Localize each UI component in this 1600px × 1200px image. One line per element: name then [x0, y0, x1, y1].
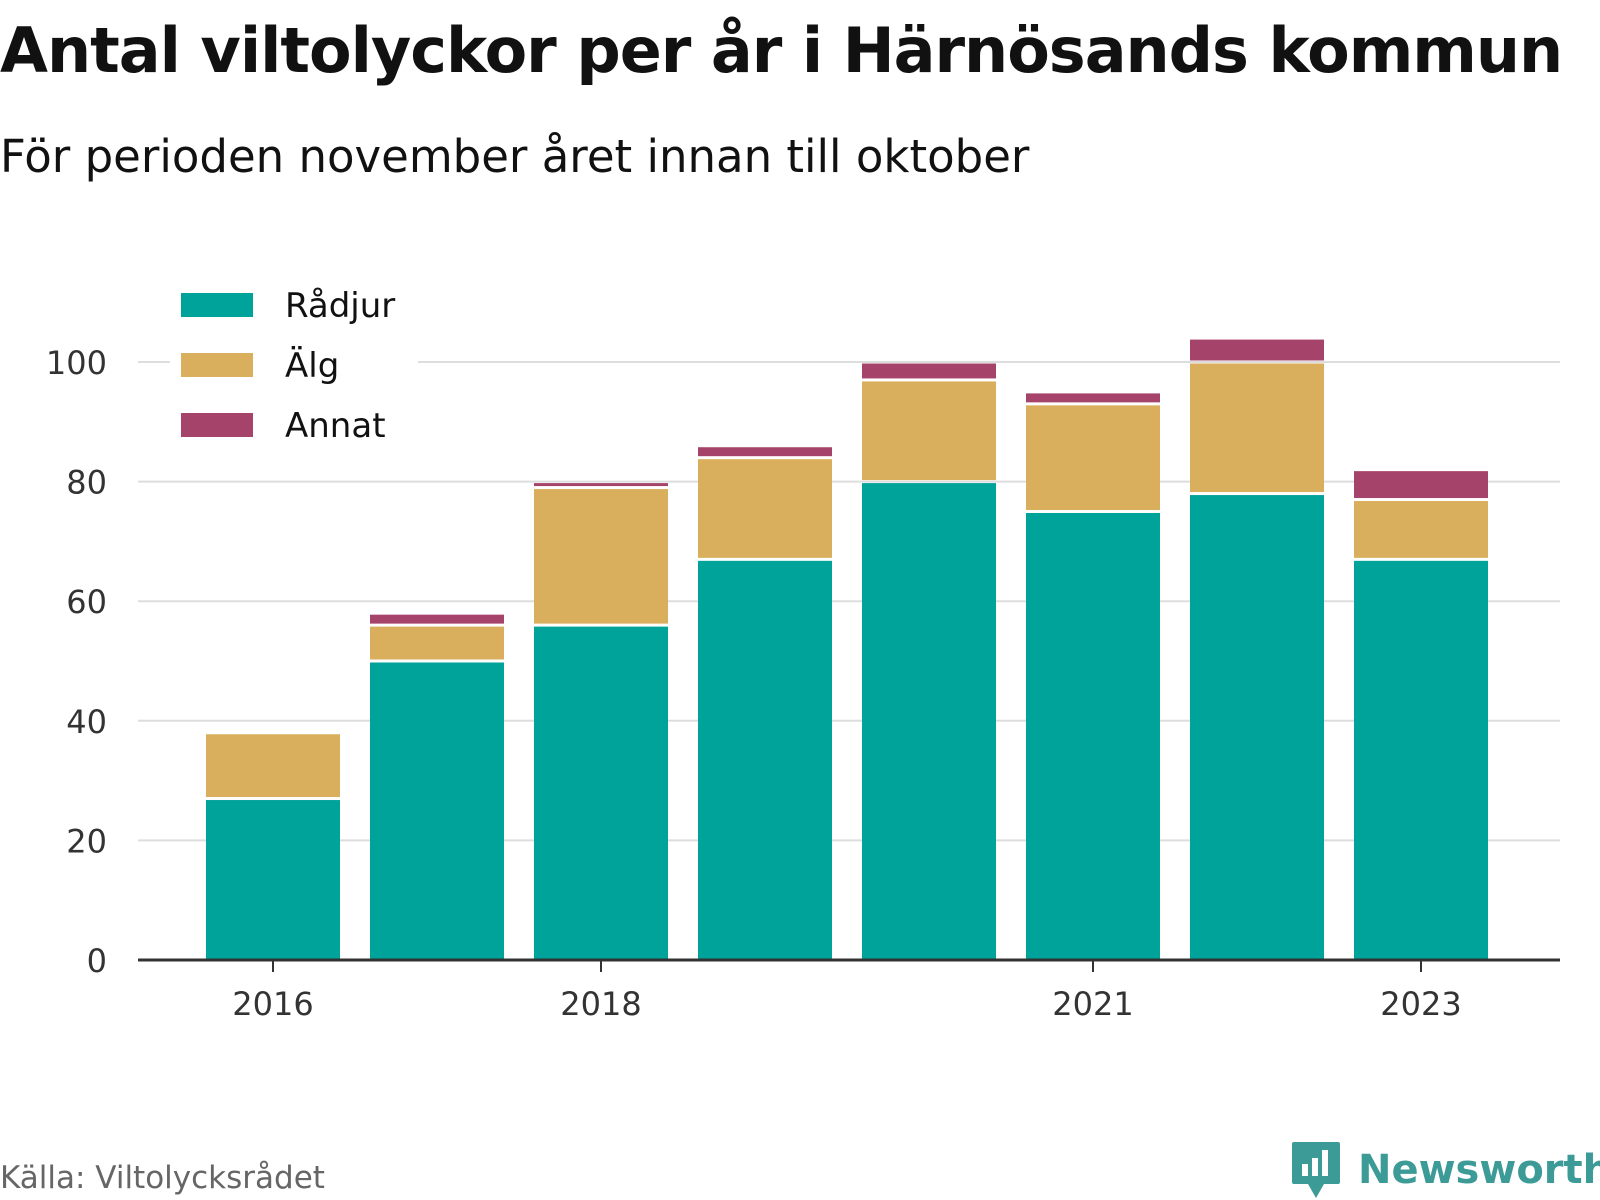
x-axis: 2016 2018 2021 2023	[138, 958, 1560, 1023]
bar-segment	[1190, 363, 1324, 493]
newsworthy-logo-icon	[1292, 1142, 1340, 1198]
bar-segment	[1026, 393, 1160, 403]
source-note: Källa: Viltolycksrådet	[0, 1160, 325, 1196]
y-tick-label: 60	[66, 583, 107, 621]
bar-segment	[1190, 339, 1324, 361]
y-tick-label: 0	[87, 942, 107, 980]
bar-segment	[370, 626, 504, 660]
brand-name: Newsworthy	[1358, 1147, 1600, 1193]
bar-segment	[698, 459, 832, 558]
bar-segment	[1354, 471, 1488, 499]
bar-segment	[698, 447, 832, 457]
bar-segment	[206, 800, 340, 959]
bar-segment	[534, 626, 668, 959]
bars	[206, 339, 1488, 959]
y-axis-ticks: 0 20 40 60 80 100	[46, 344, 107, 980]
legend-label: Rådjur	[285, 286, 395, 326]
bar-segment	[862, 381, 996, 481]
brand-logo: Newsworthy	[1290, 1140, 1600, 1200]
bar-segment	[370, 662, 504, 959]
legend-label: Älg	[285, 346, 339, 386]
legend-swatch	[181, 353, 253, 377]
chart-title: Antal viltolyckor per år i Härnösands ko…	[0, 14, 1563, 87]
y-tick-label: 20	[66, 822, 107, 860]
y-tick-label: 40	[66, 703, 107, 741]
bar-segment	[862, 363, 996, 379]
bar-segment	[206, 734, 340, 798]
bar-segment	[1026, 513, 1160, 959]
legend-label: Annat	[285, 406, 386, 446]
bar-segment	[1026, 405, 1160, 510]
bar-segment	[370, 614, 504, 624]
x-tick-label: 2016	[232, 985, 313, 1023]
bar-segment	[862, 483, 996, 959]
bar-segment	[1354, 501, 1488, 558]
legend-swatch	[181, 293, 253, 317]
x-tick-label: 2023	[1380, 985, 1461, 1023]
bar-segment	[1190, 495, 1324, 959]
bar-segment	[698, 560, 832, 959]
x-tick-label: 2021	[1052, 985, 1133, 1023]
legend: Rådjur Älg Annat	[170, 278, 418, 454]
chart-subtitle: För perioden november året innan till ok…	[0, 130, 1030, 183]
y-tick-label: 100	[46, 344, 107, 382]
y-tick-label: 80	[66, 464, 107, 502]
bar-segment	[534, 489, 668, 624]
bar-segment	[534, 483, 668, 487]
x-tick-label: 2018	[560, 985, 641, 1023]
bar-segment	[1354, 560, 1488, 959]
legend-swatch	[181, 413, 253, 437]
